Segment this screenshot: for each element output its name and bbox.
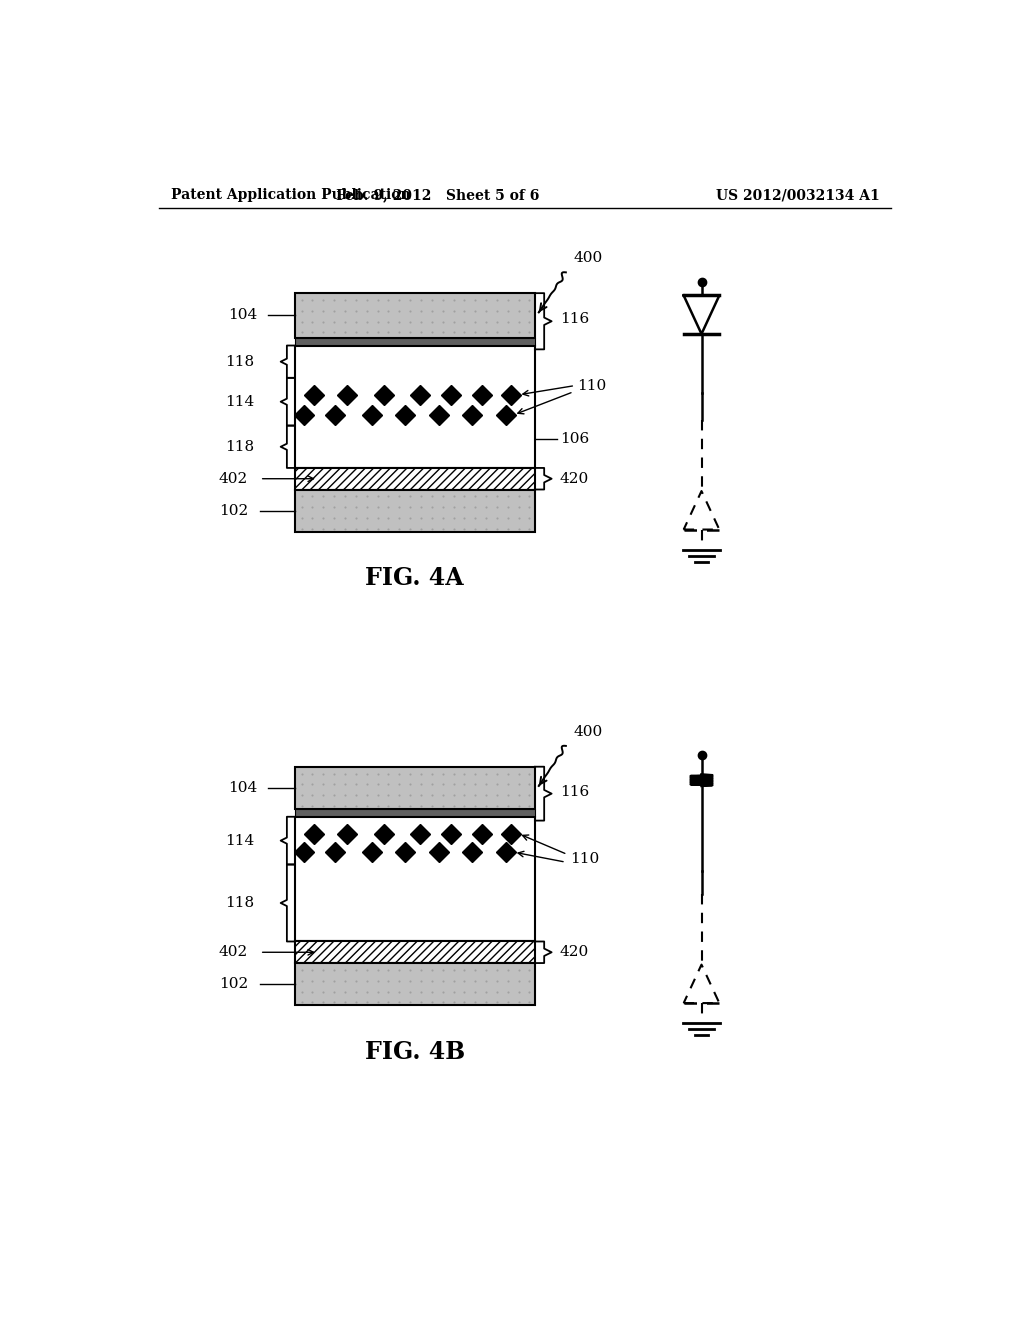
Bar [295, 293, 535, 338]
Bar [295, 964, 535, 1006]
Bar [295, 469, 535, 490]
Text: 402: 402 [219, 945, 248, 960]
Polygon shape [684, 296, 719, 334]
Bar [295, 338, 535, 346]
Text: 400: 400 [573, 725, 603, 739]
Text: 402: 402 [219, 471, 248, 486]
Bar [295, 809, 535, 817]
Text: 118: 118 [225, 355, 254, 368]
Text: Feb. 9, 2012   Sheet 5 of 6: Feb. 9, 2012 Sheet 5 of 6 [336, 189, 540, 202]
Text: 116: 116 [560, 784, 589, 799]
Text: 114: 114 [225, 395, 254, 409]
Text: 110: 110 [578, 379, 607, 392]
Bar [295, 767, 535, 809]
Text: 400: 400 [573, 252, 603, 265]
Text: US 2012/0032134 A1: US 2012/0032134 A1 [716, 189, 880, 202]
Text: 116: 116 [560, 313, 589, 326]
Bar [295, 941, 535, 964]
Text: 118: 118 [225, 440, 254, 454]
Text: 118: 118 [225, 896, 254, 909]
Text: 102: 102 [219, 977, 248, 991]
Text: 104: 104 [228, 781, 257, 795]
Text: 110: 110 [569, 853, 599, 866]
Text: 102: 102 [219, 504, 248, 517]
Text: 106: 106 [560, 433, 589, 446]
Text: 420: 420 [560, 471, 589, 486]
Text: Patent Application Publication: Patent Application Publication [171, 189, 411, 202]
Text: 104: 104 [228, 309, 257, 322]
Bar [295, 490, 535, 532]
Text: FIG. 4A: FIG. 4A [366, 566, 464, 590]
Bar [295, 817, 535, 941]
Text: 420: 420 [560, 945, 589, 960]
Text: 114: 114 [225, 834, 254, 847]
Bar [295, 346, 535, 469]
Text: FIG. 4B: FIG. 4B [365, 1040, 465, 1064]
